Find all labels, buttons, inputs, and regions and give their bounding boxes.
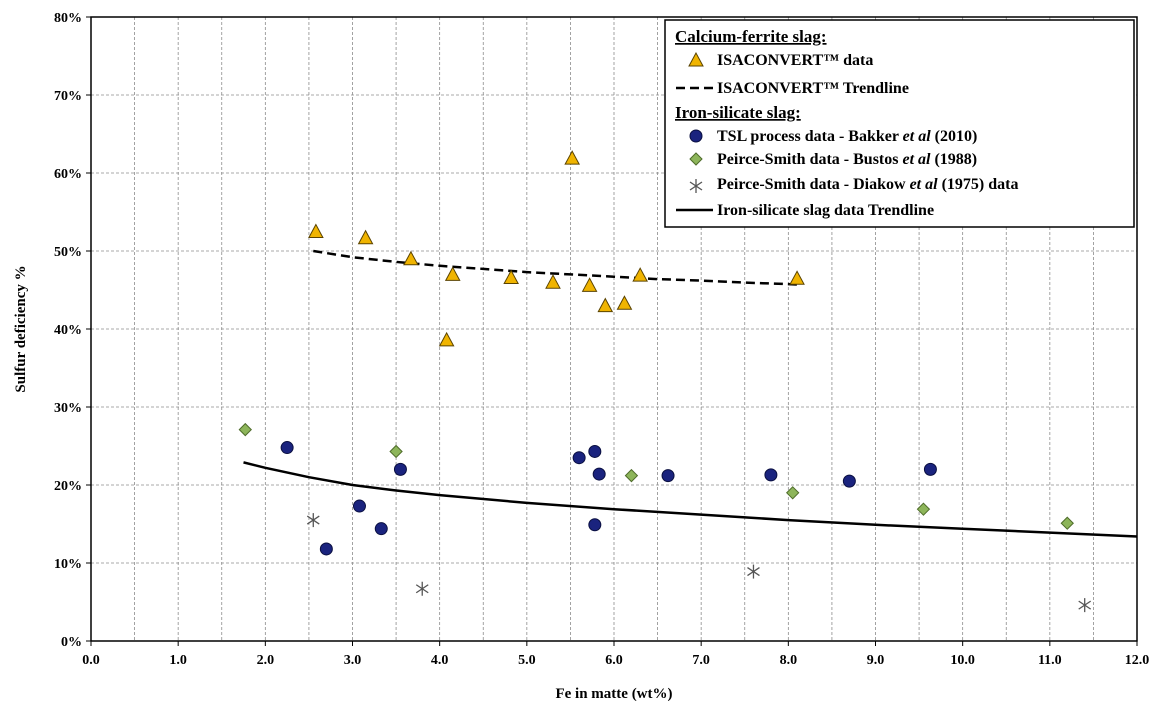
bakker-data-point (352, 499, 366, 513)
isaconvert-data-point (564, 150, 580, 165)
bakker-data-point (319, 542, 333, 556)
tick-labels: 0.0 1.0 2.0 3.0 4.0 5.0 6.0 7.0 8.0 9.0 10.0 11.0 12… (54, 11, 1149, 668)
bakker-data-point (661, 469, 675, 483)
legend-asterisk-icon (689, 179, 703, 193)
iron-silicate-trendline (243, 461, 1138, 538)
grid-layer (91, 17, 1137, 641)
bakker-data-point (842, 474, 856, 488)
x-tick-label: 3.0 (344, 653, 362, 668)
x-tick-label: 11.0 (1038, 653, 1062, 668)
x-tick-label: 2.0 (257, 653, 275, 668)
isaconvert-data-point (357, 229, 374, 245)
bustos-data-point (785, 486, 800, 500)
isaconvert-data-point (581, 277, 598, 292)
y-tick-label: 30% (54, 401, 82, 416)
bakker-data-point (280, 441, 294, 455)
y-tick-label: 80% (54, 11, 82, 26)
legend-label-silicate-trendline: Iron-silicate slag data Trendline (717, 202, 934, 219)
x-tick-label: 1.0 (169, 653, 187, 668)
x-tick-label: 4.0 (431, 653, 449, 668)
x-axis-title: Fe in matte (wt%) (555, 686, 672, 701)
legend-circle-icon (689, 129, 703, 143)
y-tick-label: 0% (61, 635, 82, 650)
legend-header-iron-silicate: Iron-silicate slag: (675, 103, 801, 122)
bakker-data-point (588, 518, 602, 532)
legend: Calcium-ferrite slag: ISACONVERT™ data I… (664, 19, 1135, 228)
legend-header-calcium-ferrite: Calcium-ferrite slag: (675, 27, 827, 46)
bakker-data-point (374, 522, 388, 536)
y-tick-label: 40% (54, 323, 82, 338)
legend-diamond-icon (689, 152, 703, 166)
isaconvert-data-point (632, 267, 648, 282)
x-tick-label: 12.0 (1125, 653, 1150, 668)
bustos-data-point (624, 468, 639, 483)
isaconvert-data-point (789, 270, 805, 285)
legend-label-bustos: Peirce-Smith data - Bustos et al (1988) (717, 151, 977, 168)
isaconvert-data-point (438, 331, 455, 347)
bakker-data-point (764, 468, 778, 482)
x-tick-label: 5.0 (518, 653, 536, 668)
y-tick-label: 60% (54, 167, 82, 182)
x-tick-label: 0.0 (82, 653, 100, 668)
diakow-data-point (306, 513, 320, 528)
bakker-data-point (923, 462, 937, 476)
x-tick-label: 9.0 (867, 653, 885, 668)
y-tick-label: 70% (54, 89, 82, 104)
bakker-data-point (393, 462, 407, 476)
y-tick-label: 20% (54, 479, 82, 494)
diakow-data-point (1078, 598, 1092, 613)
legend-label-isaconvert-trendline: ISACONVERT™ Trendline (717, 80, 909, 97)
x-tick-label: 6.0 (605, 653, 623, 668)
isaconvert-data-point (444, 266, 461, 281)
x-tick-label: 8.0 (780, 653, 798, 668)
legend-label-bakker: TSL process data - Bakker et al (2010) (717, 128, 977, 145)
legend-box (664, 19, 1135, 228)
x-tick-label: 10.0 (950, 653, 975, 668)
isaconvert-data-point (616, 295, 633, 310)
legend-label-isaconvert-data: ISACONVERT™ data (717, 52, 873, 69)
trendlines (243, 249, 1138, 538)
data-points (238, 150, 1092, 613)
isaconvert-data-point (308, 223, 324, 238)
y-tick-label: 50% (54, 245, 82, 260)
y-tick-label: 10% (54, 557, 82, 572)
diakow-data-point (415, 581, 429, 596)
isaconvert-data-point (597, 297, 614, 313)
bakker-data-point (588, 444, 602, 458)
legend-triangle-icon (688, 51, 704, 67)
y-axis-title: Sulfur deficiency % (13, 265, 29, 392)
bustos-data-point (238, 422, 252, 437)
isaconvert-data-point (545, 274, 561, 289)
bustos-data-point (916, 502, 931, 516)
bakker-data-point (572, 451, 586, 465)
legend-label-diakow: Peirce-Smith data - Diakow et al (1975) … (717, 176, 1018, 193)
bustos-data-point (1060, 516, 1074, 530)
diakow-data-point (747, 564, 760, 579)
bakker-data-point (592, 467, 606, 481)
bustos-data-point (389, 444, 403, 459)
x-tick-label: 7.0 (692, 653, 710, 668)
isaconvert-data-point (403, 250, 419, 266)
isaconvert-trendline (313, 249, 798, 286)
isaconvert-data-point (503, 269, 519, 285)
